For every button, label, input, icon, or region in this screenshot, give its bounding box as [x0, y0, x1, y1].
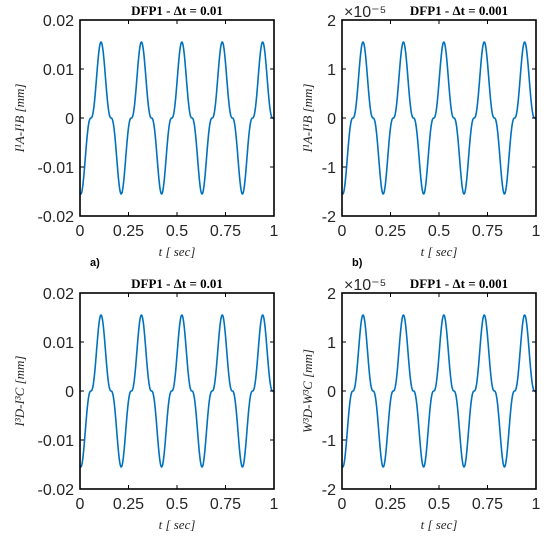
- series-line: [79, 41, 275, 195]
- chart-title: DFP1 - Δt = 0.001: [410, 3, 508, 18]
- y-tick-label: -0.01: [38, 433, 75, 450]
- x-tick-label: 0: [76, 223, 85, 240]
- x-tick-label: 0.25: [113, 223, 144, 240]
- x-tick-label: 0.75: [210, 496, 241, 513]
- y-tick-label: 0.01: [43, 62, 74, 79]
- chart-panel-2: 0 0.25 0.5 0.75 1 -2 -1 0 1 2 DFP1 - Δt = 0.001 ×10…: [300, 3, 541, 269]
- x-tick-label: 0: [76, 496, 85, 513]
- chart-title: DFP1 - Δt = 0.01: [131, 3, 223, 18]
- panel-label: b): [352, 257, 363, 269]
- panel-label: a): [90, 257, 100, 269]
- x-tick-label: 0.75: [472, 496, 503, 513]
- x-tick-label: 1: [532, 223, 541, 240]
- x-tick-label: 0.5: [428, 223, 450, 240]
- x-tick-label: 1: [532, 496, 541, 513]
- chart-panel-3: 0 0.25 0.5 0.75 1 -0.02 -0.01 0 0.01 0.02 DFP1 - Δ…: [12, 276, 279, 532]
- x-tick-label: 0.5: [166, 223, 188, 240]
- x-tick-label: 1: [270, 496, 279, 513]
- y-tick-label: -2: [322, 482, 336, 499]
- series-line: [79, 314, 275, 468]
- y-axis-label: W³D-W³C [mm]: [300, 349, 315, 433]
- y-tick-label: 0: [65, 111, 74, 128]
- y-tick-label: 0: [65, 384, 74, 401]
- y-axis-label: I³D-I³C [mm]: [12, 356, 27, 428]
- chart-panel-4: 0 0.25 0.5 0.75 1 -2 -1 0 1 2 DFP1 - Δt = 0.001 ×10…: [300, 276, 541, 532]
- x-axis-label: t [ sec]: [421, 517, 458, 532]
- y-tick-label: 2: [327, 13, 336, 30]
- y-tick-label: 1: [327, 335, 336, 352]
- y-tick-label: 0.02: [43, 13, 74, 30]
- chart-title: DFP1 - Δt = 0.001: [410, 276, 508, 291]
- series-line: [341, 41, 537, 195]
- x-tick-label: 0: [338, 223, 347, 240]
- x-tick-label: 0.25: [375, 496, 406, 513]
- y-tick-label: -0.02: [38, 482, 75, 499]
- chart-title: DFP1 - Δt = 0.01: [131, 276, 223, 291]
- y-tick-label: -0.02: [38, 209, 75, 226]
- x-tick-label: 0.5: [428, 496, 450, 513]
- series-line: [341, 314, 537, 468]
- x-tick-label: 0.25: [375, 223, 406, 240]
- x-tick-label: 0.75: [210, 223, 241, 240]
- y-tick-label: 2: [327, 286, 336, 303]
- exponent-label: ×10⁻⁵: [344, 4, 386, 21]
- x-tick-label: 0.5: [166, 496, 188, 513]
- y-tick-label: 0: [327, 384, 336, 401]
- x-tick-label: 0.75: [472, 223, 503, 240]
- y-tick-label: 1: [327, 62, 336, 79]
- y-tick-label: -1: [322, 160, 336, 177]
- y-tick-label: 0: [327, 111, 336, 128]
- x-tick-label: 0.25: [113, 496, 144, 513]
- chart-panel-1: 0 0.25 0.5 0.75 1 -0.02 -0.01 0 0.01 0.02 DFP1 - Δ…: [12, 3, 279, 269]
- exponent-label: ×10⁻⁵: [344, 277, 386, 294]
- x-axis-label: t [ sec]: [159, 517, 196, 532]
- y-tick-label: -0.01: [38, 160, 75, 177]
- y-tick-label: -2: [322, 209, 336, 226]
- x-tick-label: 0: [338, 496, 347, 513]
- x-tick-label: 1: [270, 223, 279, 240]
- y-tick-label: -1: [322, 433, 336, 450]
- y-axis-label: I¹A-I¹B [mm]: [300, 84, 315, 154]
- x-axis-label: t [ sec]: [421, 244, 458, 259]
- x-axis-label: t [ sec]: [159, 244, 196, 259]
- y-axis-label: I¹A-I¹B [mm]: [12, 84, 27, 154]
- y-tick-label: 0.02: [43, 286, 74, 303]
- y-tick-label: 0.01: [43, 335, 74, 352]
